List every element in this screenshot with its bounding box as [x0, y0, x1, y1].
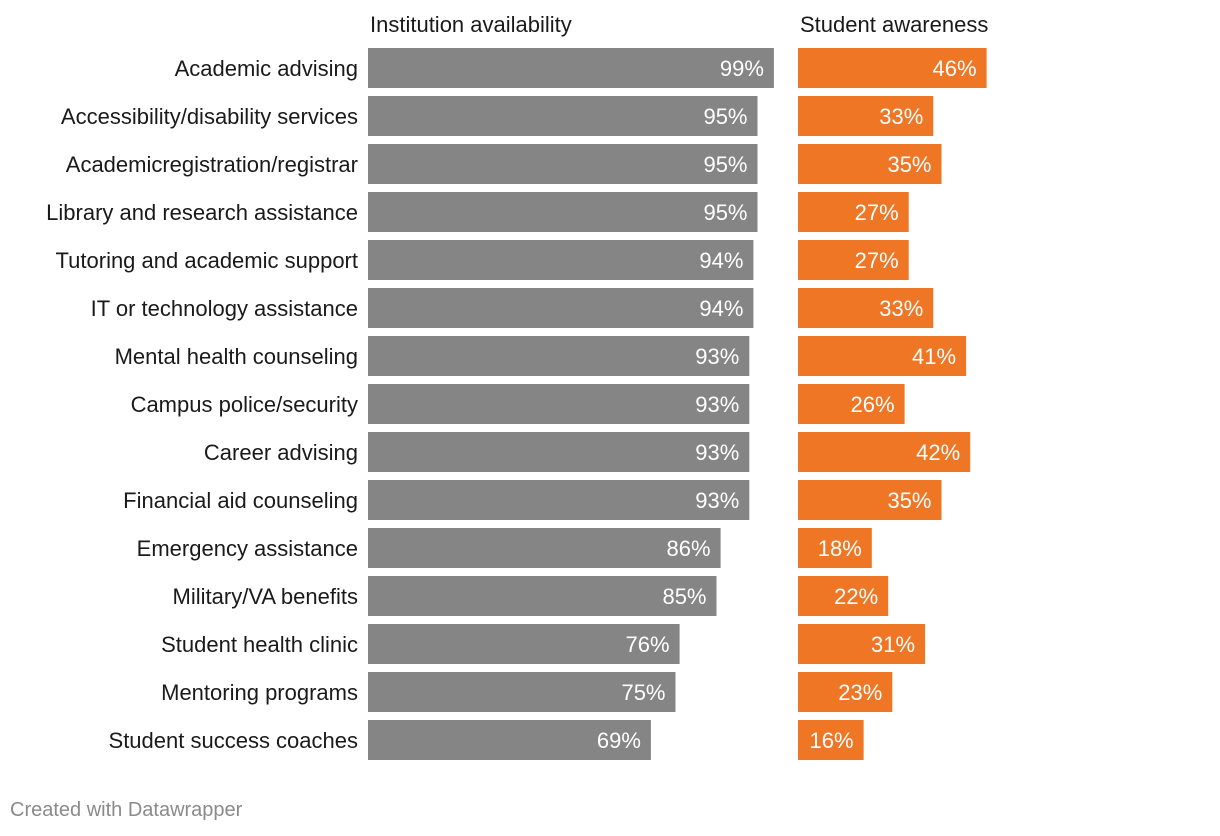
category-label: Academic advising — [175, 56, 358, 81]
awareness-bar — [798, 576, 889, 616]
awareness-bar — [798, 432, 971, 472]
category-label: Mental health counseling — [115, 344, 358, 369]
availability-value-label: 94% — [699, 296, 743, 321]
awareness-bar — [798, 48, 987, 88]
category-label: Emergency assistance — [137, 536, 358, 561]
availability-value-label: 93% — [695, 488, 739, 513]
awareness-bar — [798, 384, 905, 424]
availability-bar — [368, 480, 750, 520]
category-label: Mentoring programs — [161, 680, 358, 705]
availability-bar — [368, 432, 750, 472]
availability-value-label: 93% — [695, 440, 739, 465]
availability-bar — [368, 192, 758, 232]
category-label: Student success coaches — [109, 728, 358, 753]
awareness-bar — [798, 720, 864, 760]
category-label: Tutoring and academic support — [56, 248, 358, 273]
availability-bar — [368, 720, 651, 760]
availability-bar — [368, 336, 750, 376]
awareness-value-label: 23% — [838, 680, 882, 705]
availability-value-label: 76% — [626, 632, 670, 657]
awareness-bar — [798, 336, 967, 376]
awareness-value-label: 22% — [834, 584, 878, 609]
awareness-value-label: 33% — [879, 296, 923, 321]
availability-value-label: 95% — [703, 200, 747, 225]
availability-value-label: 93% — [695, 392, 739, 417]
category-label: IT or technology assistance — [91, 296, 358, 321]
availability-bar — [368, 288, 754, 328]
availability-bar — [368, 384, 750, 424]
category-label: Student health clinic — [161, 632, 358, 657]
category-label: Campus police/security — [131, 392, 358, 417]
awareness-bar — [798, 624, 926, 664]
awareness-value-label: 35% — [887, 152, 931, 177]
awareness-value-label: 27% — [855, 248, 899, 273]
awareness-value-label: 16% — [810, 728, 854, 753]
awareness-bar — [798, 96, 934, 136]
awareness-value-label: 33% — [879, 104, 923, 129]
awareness-bar — [798, 672, 893, 712]
series-header-1: Student awareness — [800, 12, 988, 37]
category-label: Financial aid counseling — [123, 488, 358, 513]
awareness-bar — [798, 288, 934, 328]
availability-bar — [368, 96, 758, 136]
availability-value-label: 95% — [703, 152, 747, 177]
availability-value-label: 94% — [699, 248, 743, 273]
availability-bar — [368, 672, 676, 712]
availability-bar — [368, 240, 754, 280]
series-header-0: Institution availability — [370, 12, 572, 37]
availability-bar — [368, 528, 721, 568]
availability-value-label: 75% — [621, 680, 665, 705]
awareness-value-label: 42% — [916, 440, 960, 465]
awareness-bar — [798, 192, 909, 232]
availability-bar — [368, 576, 717, 616]
awareness-bar — [798, 528, 872, 568]
availability-bar — [368, 144, 758, 184]
availability-bar — [368, 48, 774, 88]
category-label: Library and research assistance — [46, 200, 358, 225]
category-label: Military/VA benefits — [173, 584, 358, 609]
availability-value-label: 99% — [720, 56, 764, 81]
awareness-value-label: 46% — [933, 56, 977, 81]
awareness-value-label: 26% — [851, 392, 895, 417]
awareness-value-label: 31% — [871, 632, 915, 657]
availability-value-label: 85% — [662, 584, 706, 609]
category-label: Career advising — [204, 440, 358, 465]
availability-bar — [368, 624, 680, 664]
availability-value-label: 69% — [597, 728, 641, 753]
awareness-value-label: 18% — [818, 536, 862, 561]
credit-text[interactable]: Created with Datawrapper — [10, 799, 243, 821]
availability-value-label: 93% — [695, 344, 739, 369]
bar-chart: Institution availability Student awarenes… — [46, 12, 988, 760]
category-label: Academicregistration/registrar — [66, 152, 358, 177]
awareness-value-label: 41% — [912, 344, 956, 369]
category-label: Accessibility/disability services — [61, 104, 358, 129]
awareness-bar — [798, 480, 942, 520]
availability-value-label: 86% — [667, 536, 711, 561]
awareness-bar — [798, 240, 909, 280]
awareness-bar — [798, 144, 942, 184]
availability-value-label: 95% — [703, 104, 747, 129]
awareness-value-label: 35% — [887, 488, 931, 513]
awareness-value-label: 27% — [855, 200, 899, 225]
